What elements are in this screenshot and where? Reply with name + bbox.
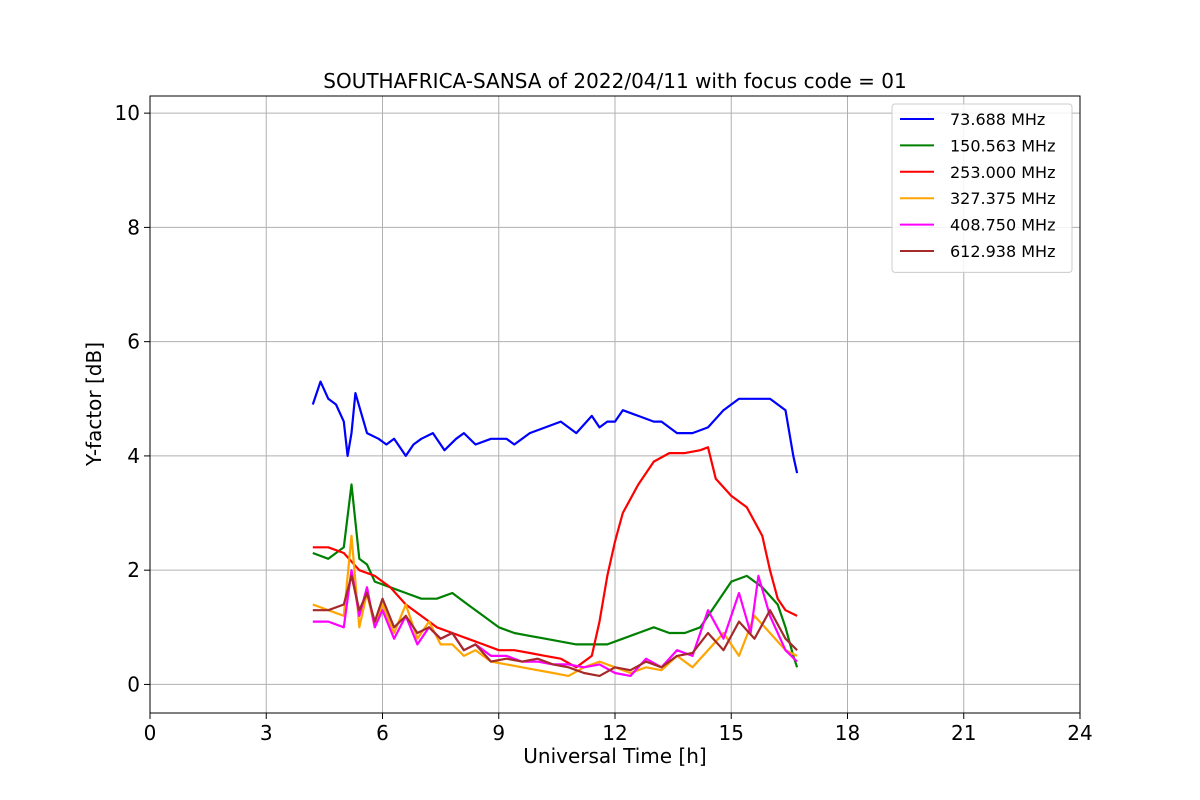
x-axis: 0 3 6 9 12 15 18 21 24	[144, 713, 1093, 745]
y-tick-label: 4	[127, 444, 140, 468]
legend-label: 612.938 MHz	[950, 242, 1055, 261]
x-tick-label: 6	[376, 721, 389, 745]
x-tick-label: 21	[951, 721, 976, 745]
x-tick-label: 0	[144, 721, 157, 745]
x-tick-label: 24	[1067, 721, 1092, 745]
legend-label: 73.688 MHz	[950, 110, 1045, 129]
legend-label: 150.563 MHz	[950, 136, 1055, 155]
y-tick-label: 6	[127, 330, 140, 354]
x-tick-label: 3	[260, 721, 273, 745]
x-tick-label: 18	[835, 721, 860, 745]
x-tick-label: 15	[719, 721, 744, 745]
legend-box	[891, 103, 1073, 273]
legend-label: 253.000 MHz	[950, 163, 1055, 182]
x-axis-label: Universal Time [h]	[523, 744, 706, 768]
legend-label: 408.750 MHz	[950, 216, 1055, 235]
series-line-1	[311, 380, 799, 474]
y-tick-label: 10	[115, 101, 140, 125]
y-axis-label: Y-factor [dB]	[82, 342, 106, 467]
series-line-6	[312, 574, 798, 678]
legend: 73.688 MHz 150.563 MHz 253.000 MHz 327.375 …	[891, 103, 1073, 273]
series-line-2	[312, 483, 799, 668]
y-axis: 0 2 4 6 8 10	[115, 101, 150, 696]
legend-label: 327.375 MHz	[950, 189, 1055, 208]
chart-title: SOUTHAFRICA-SANSA of 2022/04/11 with foc…	[323, 69, 907, 93]
x-tick-label: 12	[602, 721, 627, 745]
y-tick-label: 2	[127, 558, 140, 582]
x-tick-label: 9	[492, 721, 505, 745]
series-group	[311, 380, 799, 678]
y-tick-label: 8	[127, 215, 140, 239]
series-line-5	[312, 569, 798, 678]
y-tick-label: 0	[127, 672, 140, 696]
